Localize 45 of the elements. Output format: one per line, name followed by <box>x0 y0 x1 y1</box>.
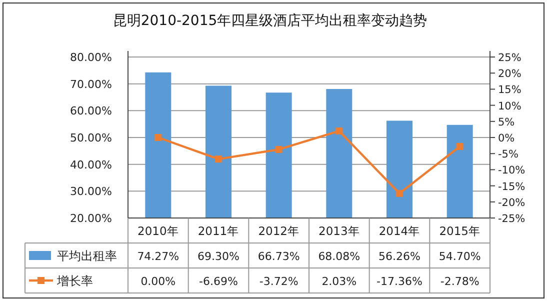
data-label: 2.03% <box>322 275 357 288</box>
y2-tick-label: 20% <box>498 68 522 80</box>
y2-tick-label: -15% <box>498 180 526 193</box>
x-tick-label: 2014年 <box>378 224 420 238</box>
data-label: -17.36% <box>376 275 422 288</box>
data-label: 74.27% <box>137 250 180 263</box>
y-tick-label: 70.00% <box>70 78 112 91</box>
data-label: 69.30% <box>198 250 240 263</box>
point <box>275 146 282 153</box>
legend-label: 增长率 <box>56 274 93 288</box>
point <box>215 156 222 163</box>
data-label: 68.08% <box>318 250 360 263</box>
chart-title: 昆明2010-2015年四星级酒店平均出租率变动趋势 <box>112 13 428 29</box>
y2-tick-label: 10% <box>498 100 522 112</box>
x-tick-label: 2010年 <box>138 224 179 238</box>
x-tick-label: 2015年 <box>439 224 480 238</box>
y2-tick-label: -5% <box>498 148 518 161</box>
point <box>396 190 403 197</box>
y-tick-label: 60.00% <box>70 104 112 118</box>
data-label: -2.78% <box>440 275 480 288</box>
y-tick-label: 30.00% <box>70 185 112 198</box>
point <box>456 142 464 150</box>
y-tick-label: 40.00% <box>70 158 112 172</box>
legend-label: 平均出租率 <box>57 249 117 263</box>
data-label: 66.73% <box>258 250 300 263</box>
data-label: 54.70% <box>438 250 481 263</box>
y-tick-label: 20.00% <box>70 212 112 225</box>
x-tick-label: 2013年 <box>318 224 360 238</box>
y2-tick-label: -25% <box>498 213 526 225</box>
y-tick-label: 50.00% <box>70 132 112 144</box>
data-label: 56.26% <box>378 250 420 263</box>
point <box>336 127 343 134</box>
data-label: 0.00% <box>140 275 176 288</box>
y2-tick-label: 25% <box>498 52 522 64</box>
x-tick-label: 2012年 <box>258 224 300 238</box>
y2-tick-label: 15% <box>498 84 522 96</box>
y-tick-label: 80.00% <box>70 51 112 64</box>
y2-tick-label: -10% <box>498 164 526 177</box>
y2-tick-label: -20% <box>498 196 526 209</box>
data-label: -6.69% <box>199 275 238 288</box>
x-tick-label: 2011年 <box>198 224 240 238</box>
point <box>154 134 162 141</box>
data-label: -3.72% <box>259 275 298 288</box>
y2-tick-label: 5% <box>498 116 515 128</box>
y2-tick-label: 0% <box>498 132 515 144</box>
